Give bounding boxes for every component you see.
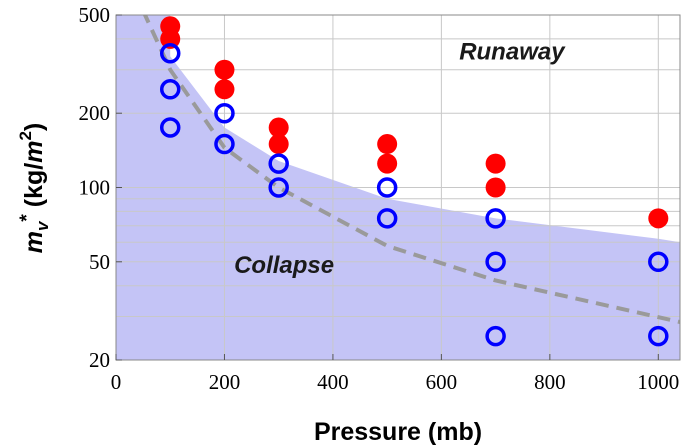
x-tick-label: 600: [426, 370, 458, 394]
filled-point: [268, 117, 289, 138]
y-tick-label: 500: [79, 3, 111, 27]
x-tick-label: 200: [209, 370, 241, 394]
region-label: Collapse: [234, 252, 334, 279]
open-point: [485, 325, 506, 347]
open-point: [648, 251, 669, 273]
y-tick-label: 100: [79, 176, 111, 200]
x-tick-label: 400: [317, 370, 349, 394]
open-point: [485, 208, 506, 229]
open-point: [159, 42, 181, 64]
region-label: Runaway: [459, 39, 566, 66]
x-tick-label: 0: [111, 370, 122, 394]
open-point: [268, 153, 289, 174]
filled-point: [214, 59, 235, 80]
open-point: [376, 177, 398, 198]
y-tick-label: 50: [89, 250, 110, 274]
open-point: [268, 177, 289, 198]
open-point: [214, 133, 235, 155]
threshold-curve: [142, 15, 680, 324]
filled-point: [485, 177, 506, 198]
filled-point: [160, 28, 181, 49]
x-axis-title: Pressure (mb): [314, 418, 482, 446]
open-point: [159, 117, 181, 138]
collapse-region: [116, 15, 680, 360]
open-point: [376, 208, 398, 229]
y-tick-label: 200: [79, 101, 111, 125]
filled-point: [214, 79, 235, 100]
filled-point: [648, 208, 669, 229]
filled-point: [485, 153, 506, 174]
filled-point: [268, 134, 289, 155]
x-tick-label: 1000: [637, 370, 679, 394]
open-point: [648, 325, 669, 347]
open-point: [159, 79, 181, 100]
open-point: [485, 251, 506, 273]
open-point: [214, 102, 235, 124]
y-tick-label: 20: [89, 348, 110, 372]
filled-point: [377, 153, 398, 174]
filled-point: [377, 134, 398, 155]
y-axis-title: mv* (kg/m2): [16, 123, 52, 254]
x-tick-label: 800: [534, 370, 566, 394]
